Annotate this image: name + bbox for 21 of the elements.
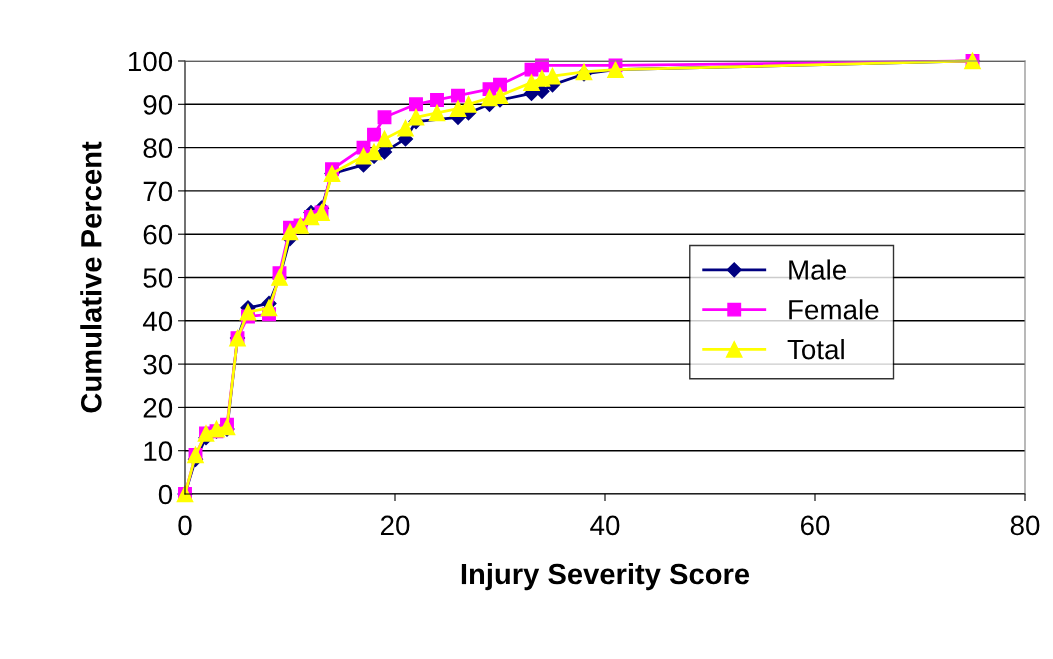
x-tick-label: 20 bbox=[380, 515, 410, 536]
y-tick-label: 100 bbox=[128, 51, 173, 72]
y-axis-title: Cumulative Percent bbox=[80, 141, 102, 413]
x-tick-label: 0 bbox=[178, 515, 192, 536]
y-tick-label: 30 bbox=[143, 354, 173, 375]
y-tick-label: 0 bbox=[158, 484, 173, 505]
y-tick-label: 20 bbox=[143, 398, 173, 418]
legend-label: Total bbox=[787, 338, 844, 360]
y-tick-label: 90 bbox=[143, 94, 173, 115]
legend-label: Male bbox=[789, 259, 846, 280]
y-tick-label: 60 bbox=[143, 224, 173, 245]
y-tick-label: 50 bbox=[143, 268, 173, 288]
y-tick-label: 80 bbox=[143, 138, 173, 158]
x-axis-title: Injury Severity Score bbox=[461, 562, 750, 591]
x-tick-label: 80 bbox=[1010, 515, 1040, 536]
y-tick-label: 40 bbox=[142, 311, 173, 332]
x-tick-label: 40 bbox=[590, 515, 620, 536]
legend-label: Female bbox=[789, 299, 879, 320]
y-tick-label: 10 bbox=[144, 441, 173, 462]
x-tick-label: 60 bbox=[800, 515, 830, 536]
y-tick-label: 70 bbox=[143, 181, 173, 202]
